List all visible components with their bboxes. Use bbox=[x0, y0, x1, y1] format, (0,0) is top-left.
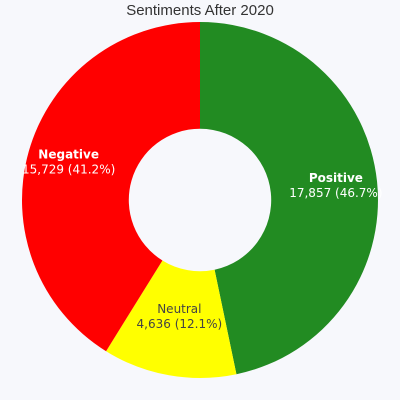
slice-name: Neutral bbox=[157, 302, 201, 316]
slice-neutral bbox=[106, 260, 237, 378]
donut-slices bbox=[21, 22, 379, 378]
slice-label-neutral: Neutral 4,636 (12.1%) bbox=[137, 302, 223, 331]
slice-label-negative: Negative 15,729 (41.2%) bbox=[22, 148, 115, 177]
slice-labels: Positive 17,857 (46.7%) Neutral 4,636 (12.1… bbox=[22, 148, 383, 331]
slice-negative bbox=[21, 22, 200, 352]
slice-name: Negative bbox=[38, 148, 99, 162]
slice-label-positive: Positive 17,857 (46.7%) bbox=[289, 171, 382, 200]
slice-positive bbox=[200, 22, 379, 375]
slice-value: 17,857 (46.7%) bbox=[289, 186, 382, 200]
slice-value: 4,636 (12.1%) bbox=[137, 317, 223, 331]
slice-name: Positive bbox=[309, 171, 363, 185]
slice-value: 15,729 (41.2%) bbox=[22, 163, 115, 177]
chart-title: Sentiments After 2020 bbox=[126, 2, 274, 19]
